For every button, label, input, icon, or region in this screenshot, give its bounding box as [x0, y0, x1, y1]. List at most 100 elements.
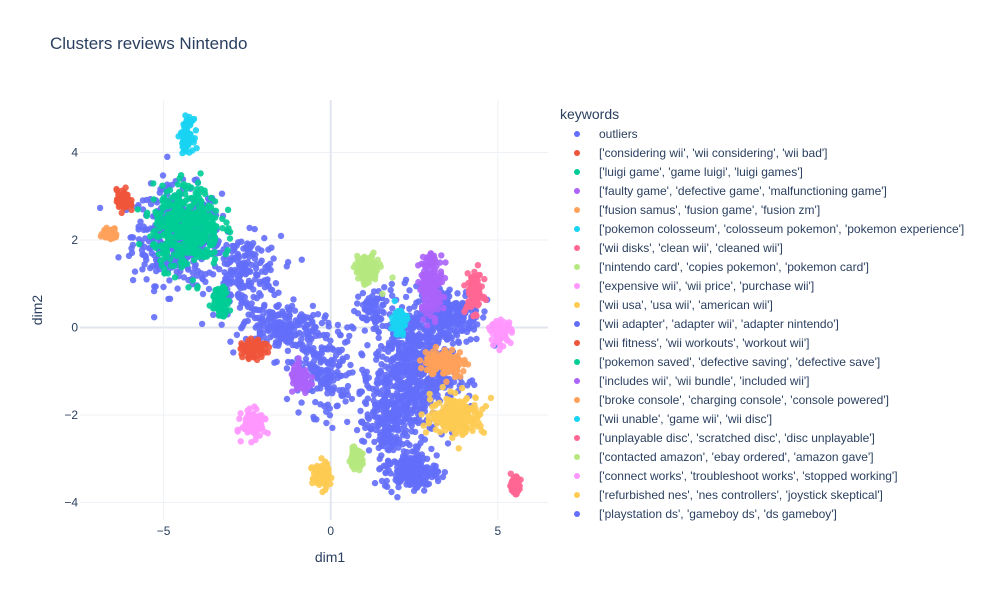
legend-item[interactable]: ['nintendo card', 'copies pokemon', 'pok…	[560, 257, 1000, 276]
legend-item[interactable]: ['refurbished nes', 'nes controllers', '…	[560, 485, 1000, 504]
outlier-point	[153, 267, 160, 275]
outlier-point	[251, 255, 259, 262]
legend-item[interactable]: ['wii unable', 'game wii', 'wii disc']	[560, 409, 1000, 428]
cluster-point	[418, 411, 425, 418]
legend-label: ['unplayable disc', 'scratched disc', 'd…	[599, 430, 875, 445]
cluster-point	[158, 242, 165, 249]
outlier-point	[298, 399, 305, 406]
cluster-point	[357, 451, 364, 459]
cluster-point	[489, 341, 497, 349]
cluster-point	[430, 252, 438, 259]
legend-item[interactable]: ['playstation ds', 'gameboy ds', 'ds gam…	[560, 504, 1000, 523]
cluster-point	[176, 215, 183, 223]
cluster-point	[379, 290, 386, 297]
outlier-point	[402, 427, 410, 434]
legend-item[interactable]: outliers	[560, 124, 1000, 143]
outlier-point	[324, 373, 332, 380]
cluster-point	[163, 250, 171, 257]
cluster-point	[185, 284, 192, 291]
legend-item[interactable]: ['includes wii', 'wii bundle', 'included…	[560, 371, 1000, 390]
outlier-point	[241, 252, 248, 259]
legend-item[interactable]: ['luigi game', 'game luigi', 'luigi game…	[560, 162, 1000, 181]
outlier-point	[363, 317, 370, 324]
cluster-point	[264, 349, 272, 356]
legend-item[interactable]: ['wii fitness', 'wii workouts', 'workout…	[560, 333, 1000, 352]
legend-item[interactable]: ['unplayable disc', 'scratched disc', 'd…	[560, 428, 1000, 447]
outlier-point	[396, 344, 403, 352]
legend-item[interactable]: ['wii disks', 'clean wii', 'cleaned wii'…	[560, 238, 1000, 257]
legend-item[interactable]: ['expensive wii', 'wii price', 'purchase…	[560, 276, 1000, 295]
cluster-point	[443, 378, 450, 385]
legend-marker-icon	[574, 491, 580, 498]
outlier-point	[252, 265, 260, 272]
outlier-point	[447, 314, 454, 321]
cluster-point	[167, 262, 175, 269]
outlier-point	[357, 388, 365, 395]
outlier-point	[431, 388, 438, 395]
legend-marker-icon	[574, 244, 580, 251]
legend-item[interactable]: ['fusion samus', 'fusion game', 'fusion …	[560, 200, 1000, 219]
outlier-point	[394, 494, 401, 501]
outlier-point	[365, 295, 372, 302]
legend-item[interactable]: ['connect works', 'troubleshoot works', …	[560, 466, 1000, 485]
legend-item[interactable]: ['broke console', 'charging console', 'c…	[560, 390, 1000, 409]
outlier-point	[272, 280, 280, 287]
outlier-point	[309, 302, 317, 310]
outlier-point	[135, 223, 142, 230]
outlier-point	[271, 319, 278, 327]
outlier-point	[404, 368, 411, 375]
legend-item[interactable]: ['wii adapter', 'adapter wii', 'adapter …	[560, 314, 1000, 333]
cluster-point	[97, 233, 105, 240]
cluster-point	[182, 218, 189, 225]
outlier-point	[342, 398, 349, 405]
cluster-point	[196, 219, 203, 226]
cluster-point	[158, 222, 166, 229]
legend-item[interactable]: ['wii usa', 'usa wii', 'american wii']	[560, 295, 1000, 314]
outlier-point	[267, 286, 274, 293]
legend-marker-icon	[574, 339, 580, 346]
outlier-point	[248, 261, 255, 269]
cluster-point	[237, 410, 244, 417]
chart-title: Clusters reviews Nintendo	[50, 34, 248, 53]
outlier-point	[192, 261, 199, 268]
cluster-point	[206, 235, 213, 242]
outlier-point	[210, 311, 217, 318]
outlier-point	[426, 424, 433, 432]
outlier-point	[309, 320, 316, 327]
cluster-point	[512, 481, 520, 488]
outlier-point	[425, 480, 433, 488]
outlier-point	[394, 407, 401, 415]
cluster-point	[461, 282, 468, 289]
outlier-point	[394, 354, 402, 362]
outlier-point	[359, 352, 366, 359]
legend-item[interactable]: ['faulty game', 'defective game', 'malfu…	[560, 181, 1000, 200]
outlier-point	[248, 300, 255, 307]
outlier-point	[464, 382, 471, 389]
cluster-point	[290, 380, 297, 387]
outlier-point	[367, 425, 374, 432]
cluster-point	[243, 425, 250, 433]
outlier-point	[341, 339, 349, 346]
outlier-point	[375, 334, 382, 342]
outlier-point	[451, 301, 458, 308]
outlier-point	[393, 389, 401, 397]
legend-item[interactable]: ['considering wii', 'wii considering', '…	[560, 143, 1000, 162]
outlier-point	[252, 276, 259, 283]
legend-item[interactable]: ['pokemon saved', 'defective saving', 'd…	[560, 352, 1000, 371]
cluster-point	[450, 360, 457, 367]
outlier-point	[480, 314, 487, 321]
cluster-point	[356, 466, 363, 474]
cluster-point	[118, 209, 125, 217]
outlier-point	[240, 245, 247, 252]
legend-item[interactable]: ['pokemon colosseum', 'colosseum pokemon…	[560, 219, 1000, 238]
outlier-point	[460, 316, 467, 323]
legend-item[interactable]: ['contacted amazon', 'ebay ordered', 'am…	[560, 447, 1000, 466]
outlier-point	[380, 301, 387, 308]
outlier-point	[143, 276, 150, 283]
cluster-point	[179, 255, 186, 263]
outlier-point	[372, 324, 380, 331]
outlier-point	[444, 440, 452, 447]
cluster-point	[419, 253, 427, 261]
cluster-point	[478, 427, 485, 435]
